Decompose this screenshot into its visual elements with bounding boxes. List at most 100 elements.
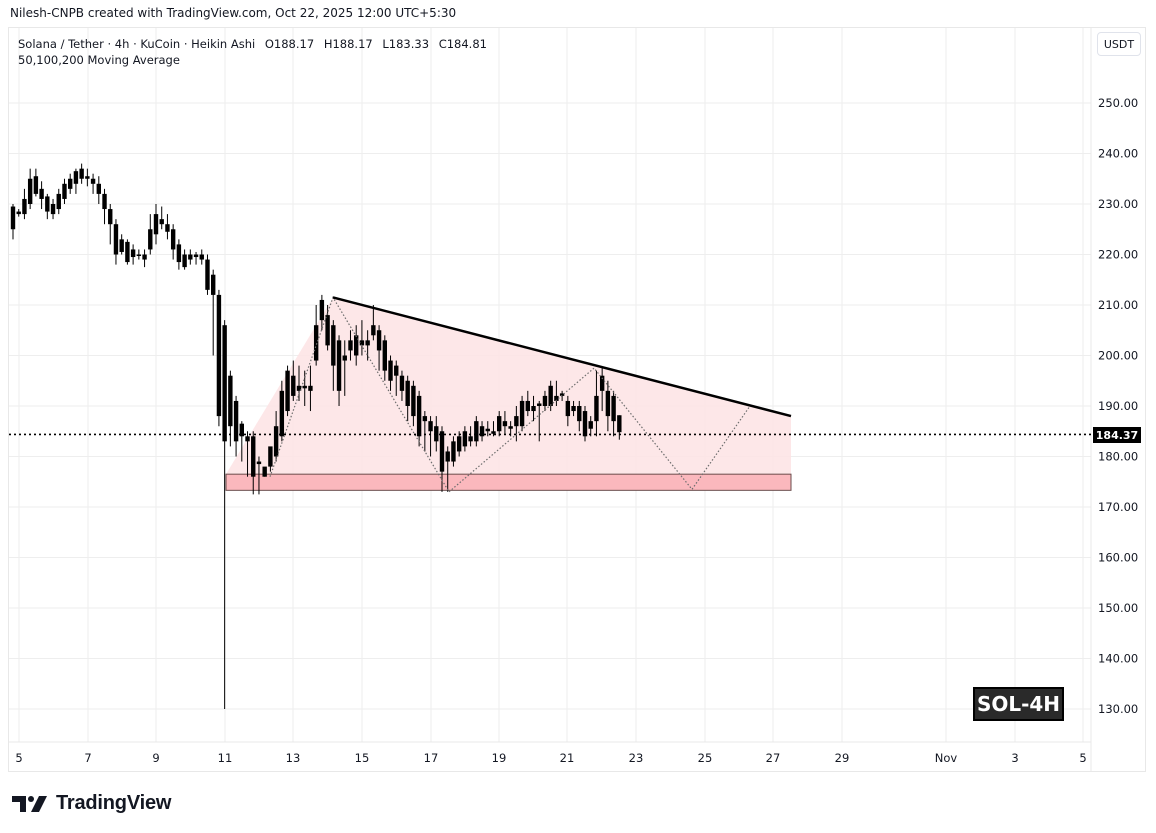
candle-body xyxy=(445,451,450,462)
candle-body xyxy=(239,423,244,437)
candle-body xyxy=(382,340,387,371)
y-tick-label: 190.00 xyxy=(1098,399,1138,413)
candle-body xyxy=(102,193,107,210)
candle-body xyxy=(548,385,553,406)
descending-trendline xyxy=(332,296,792,418)
x-tick-label: 5 xyxy=(15,751,22,765)
candle-body xyxy=(285,370,290,412)
candle-body xyxy=(422,416,428,422)
candle-body xyxy=(519,400,525,427)
candle-body xyxy=(376,330,382,351)
x-tick-label: 17 xyxy=(424,751,439,765)
x-tick-label: 15 xyxy=(355,751,370,765)
candle-body xyxy=(251,436,256,477)
support-zone xyxy=(225,473,792,491)
x-tick-label: 25 xyxy=(698,751,713,765)
y-tick-label: 170.00 xyxy=(1098,500,1138,514)
candle-body xyxy=(279,390,285,437)
candle-body xyxy=(22,198,27,215)
candle-body xyxy=(497,416,502,432)
x-tick-label: 11 xyxy=(218,751,233,765)
candle-body xyxy=(485,428,490,432)
candle-body xyxy=(245,436,250,442)
candle-body xyxy=(216,294,222,417)
candle-body xyxy=(205,259,210,290)
legend-symbol-row[interactable]: Solana / Tether · 4h · KuCoin · Heikin A… xyxy=(18,36,493,52)
candle-body xyxy=(170,229,176,250)
candle-body xyxy=(582,411,588,437)
candle-body xyxy=(594,395,599,422)
x-tick-label: 29 xyxy=(835,751,850,765)
candle-body xyxy=(136,254,142,256)
candle-body xyxy=(27,178,33,204)
candle-body xyxy=(491,431,496,434)
x-tick-label: 27 xyxy=(766,751,781,765)
candle-body xyxy=(228,375,233,427)
x-tick-label: 3 xyxy=(1011,751,1018,765)
tradingview-logo-icon xyxy=(12,795,47,812)
y-tick-label: 140.00 xyxy=(1098,652,1138,666)
candle-body xyxy=(371,325,376,336)
legend-indicator[interactable]: 50,100,200 Moving Average xyxy=(18,53,180,67)
candle-body xyxy=(159,219,164,225)
candle-body xyxy=(10,206,16,230)
candle-body xyxy=(193,254,199,258)
legend-open: O188.17 xyxy=(264,37,315,51)
candle-body xyxy=(571,406,576,412)
y-tick-label: 200.00 xyxy=(1098,349,1138,363)
candle-body xyxy=(211,274,216,295)
candle-body xyxy=(399,375,405,391)
candle-body xyxy=(611,395,616,422)
candle-body xyxy=(405,380,410,406)
x-tick-label: 9 xyxy=(152,751,159,765)
candle-body xyxy=(514,416,519,427)
candle-body xyxy=(588,421,593,429)
candle-body xyxy=(273,426,279,457)
tradingview-brand[interactable]: TradingView xyxy=(12,792,171,815)
chart-legend: Solana / Tether · 4h · KuCoin · Heikin A… xyxy=(18,36,493,68)
candle-body xyxy=(199,254,204,260)
candle-body xyxy=(617,415,622,433)
legend-high: H188.17 xyxy=(323,37,373,51)
candle-body xyxy=(537,403,542,406)
candle-body xyxy=(85,176,90,179)
candle-body xyxy=(313,325,319,361)
candle-body xyxy=(62,183,67,199)
candle-body xyxy=(113,224,119,255)
x-tick-label: 13 xyxy=(286,751,301,765)
candle-body xyxy=(262,466,267,477)
candle-body xyxy=(108,209,113,225)
candle-body xyxy=(90,178,96,184)
candle-body xyxy=(411,385,416,417)
candle-body xyxy=(456,436,462,452)
candle-body xyxy=(479,426,485,437)
brand-name: TradingView xyxy=(56,792,172,814)
candle-body xyxy=(605,390,611,417)
x-tick-label: 5 xyxy=(1079,751,1086,765)
y-tick-label: 130.00 xyxy=(1098,702,1138,716)
candle-body xyxy=(165,224,170,232)
candle-body xyxy=(182,254,187,268)
candle-body xyxy=(96,183,101,194)
candle-body xyxy=(428,421,433,432)
candle-body xyxy=(359,340,365,346)
candle-body xyxy=(474,421,479,442)
candle-body xyxy=(222,325,227,442)
candle-body xyxy=(16,211,21,215)
candle-body xyxy=(439,431,445,472)
x-tick-label: 21 xyxy=(560,751,575,765)
candle-body xyxy=(531,406,536,412)
candle-body xyxy=(50,204,56,215)
symbol-badge: SOL-4H xyxy=(973,687,1064,721)
chart-frame xyxy=(8,27,1146,772)
candle-body xyxy=(268,446,273,467)
y-tick-label: 220.00 xyxy=(1098,248,1138,262)
currency-button[interactable]: USDT xyxy=(1097,32,1141,56)
x-tick-label: 23 xyxy=(629,751,644,765)
candle-body xyxy=(153,214,159,235)
candle-body xyxy=(68,178,73,189)
candle-body xyxy=(33,176,39,194)
y-tick-label: 150.00 xyxy=(1098,601,1138,615)
candle-body xyxy=(388,360,393,381)
